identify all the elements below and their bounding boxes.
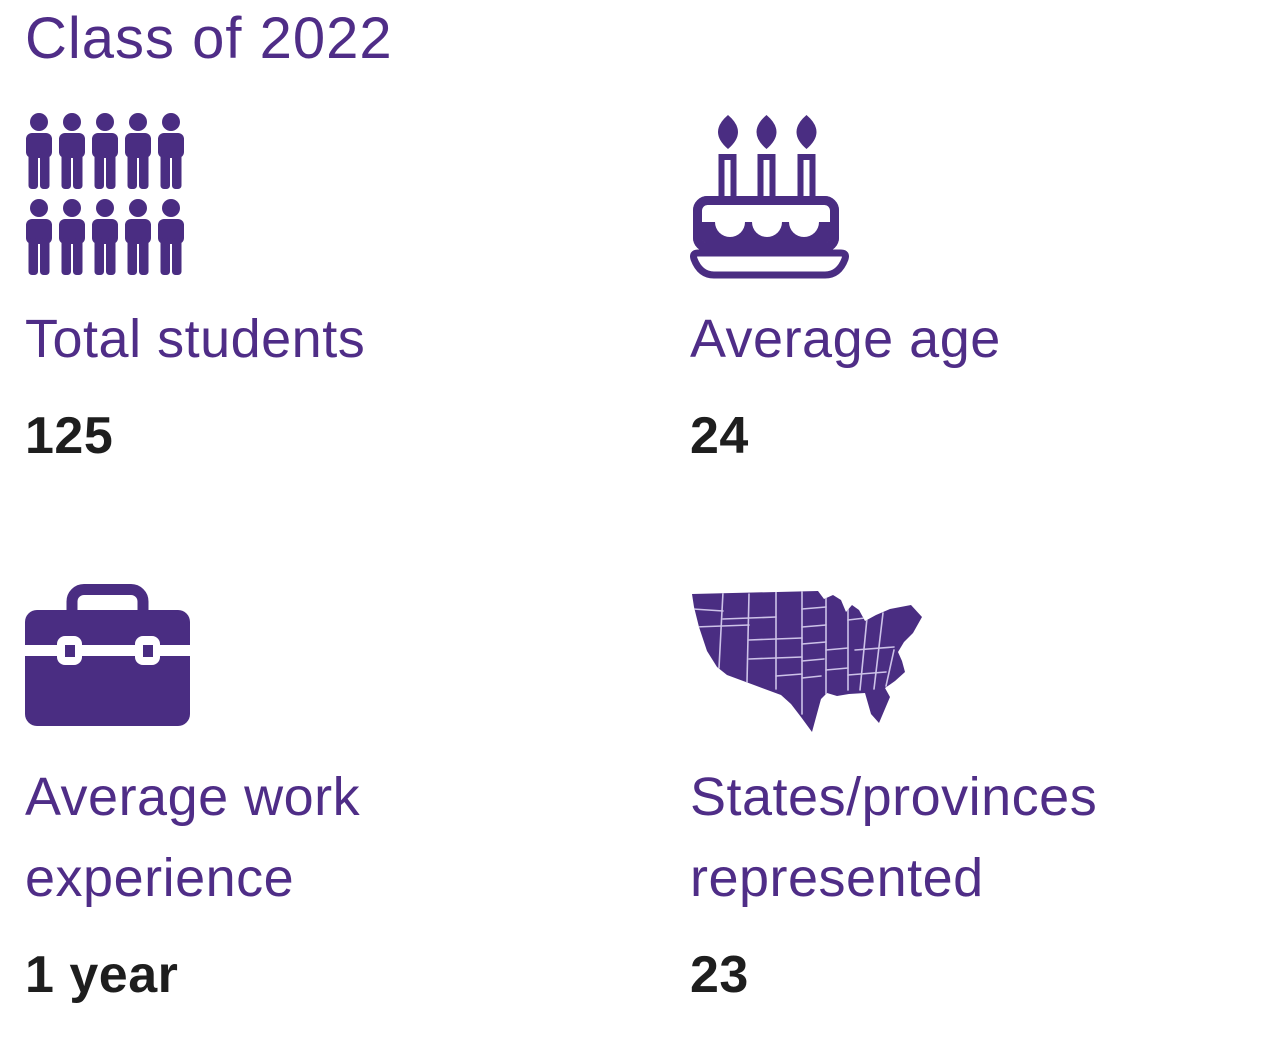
stat-value: 23	[690, 945, 749, 1004]
stat-card-total-students: Total students 125	[25, 112, 690, 466]
birthday-cake-icon	[690, 113, 849, 299]
stat-label: Total students	[25, 308, 366, 369]
briefcase-icon	[25, 583, 190, 757]
class-profile-section: Class of 2022	[25, 6, 1280, 1005]
stat-label: Average age	[690, 308, 1001, 369]
stat-value: 24	[690, 406, 749, 465]
stat-card-average-work-experience: Average work experience 1 year	[25, 583, 690, 1005]
stat-label: Average work experience	[25, 766, 361, 908]
stat-card-average-age: Average age 24	[690, 113, 1280, 466]
stat-value: 1 year	[25, 945, 179, 1004]
stat-value: 125	[25, 406, 114, 465]
us-map-icon	[690, 584, 940, 757]
page-title: Class of 2022	[25, 6, 393, 71]
stat-label: States/provinces represented	[690, 766, 1098, 908]
people-icon	[25, 112, 185, 299]
stats-grid: Total students 125	[25, 112, 1280, 1005]
stat-card-states-provinces: States/provinces represented 23	[690, 584, 1280, 1005]
